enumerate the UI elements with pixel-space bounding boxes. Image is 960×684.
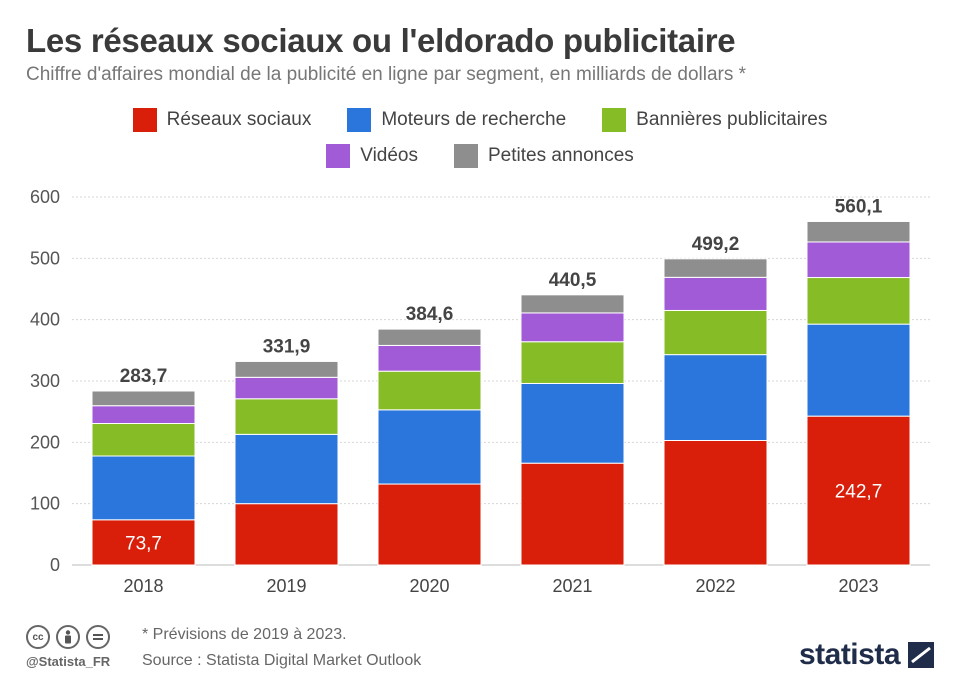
chart-title: Les réseaux sociaux ou l'eldorado public… bbox=[26, 22, 736, 59]
bar-segment bbox=[663, 276, 768, 311]
legend-swatch bbox=[454, 144, 478, 168]
license-icons: cc bbox=[26, 625, 110, 649]
bar-segment bbox=[234, 433, 339, 505]
bar-segment bbox=[663, 439, 768, 566]
x-tick-label: 2019 bbox=[266, 576, 306, 596]
cc-icon: cc bbox=[26, 625, 50, 649]
bar-segment bbox=[91, 423, 196, 457]
legend-swatch bbox=[602, 108, 627, 132]
x-tick-label: 2020 bbox=[409, 576, 449, 596]
legend-swatch bbox=[132, 108, 157, 132]
bar-segment bbox=[91, 519, 196, 566]
statista-logo[interactable]: statista bbox=[799, 638, 934, 672]
nd-icon bbox=[86, 625, 110, 649]
footnote: * Prévisions de 2019 à 2023. bbox=[142, 626, 347, 643]
y-tick-label: 200 bbox=[30, 432, 60, 452]
bar-segment bbox=[663, 309, 768, 356]
legend: Réseaux sociaux Moteurs de recherche Ban… bbox=[0, 108, 960, 180]
bar-segment bbox=[377, 409, 482, 485]
x-tick-label: 2022 bbox=[695, 576, 735, 596]
legend-row-1: Réseaux sociaux Moteurs de recherche Ban… bbox=[0, 108, 960, 132]
legend-label: Vidéos bbox=[360, 145, 418, 166]
legend-label: Bannières publicitaires bbox=[636, 109, 828, 130]
stacked-bar-chart: 0 100 200 300 400 500 600 283,7 2018 331,9 2019 384… bbox=[30, 187, 930, 596]
y-tick-label: 500 bbox=[30, 248, 60, 268]
bar-segment bbox=[520, 341, 625, 384]
bar-total-label: 440,5 bbox=[549, 270, 597, 291]
y-tick-label: 300 bbox=[30, 371, 60, 391]
bar-segment bbox=[663, 258, 768, 278]
bar-segment bbox=[91, 455, 196, 521]
bar-segment bbox=[377, 328, 482, 346]
legend-item-petites-annonces: Petites annonces bbox=[454, 144, 634, 168]
bar-segment bbox=[234, 360, 339, 378]
y-tick-label: 400 bbox=[30, 310, 60, 330]
bar-segment bbox=[806, 277, 911, 325]
bar-segment bbox=[234, 398, 339, 435]
bar-segment bbox=[377, 370, 482, 411]
x-tick-label: 2018 bbox=[123, 576, 163, 596]
bar-segment bbox=[806, 220, 911, 243]
bar-segment bbox=[520, 462, 625, 566]
bar-segment bbox=[91, 390, 196, 407]
bar-segment bbox=[806, 323, 911, 417]
bar-segment bbox=[520, 294, 625, 314]
y-tick-label: 600 bbox=[30, 187, 60, 207]
legend-item-moteurs-de-recherche: Moteurs de recherche bbox=[347, 108, 566, 132]
brand-wordmark: statista bbox=[798, 638, 901, 671]
legend-label: Moteurs de recherche bbox=[381, 109, 567, 130]
bar-inside-label: 242,7 bbox=[835, 482, 883, 503]
bar-segment bbox=[234, 503, 339, 566]
bar-segment bbox=[520, 312, 625, 343]
bar-segment bbox=[663, 354, 768, 441]
legend-item-reseaux-sociaux: Réseaux sociaux bbox=[132, 108, 312, 132]
legend-row-2: Vidéos Petites annonces bbox=[0, 144, 960, 168]
bar-segment bbox=[377, 344, 482, 372]
legend-swatch bbox=[347, 108, 372, 132]
bar-segment bbox=[91, 405, 196, 425]
bar-segment bbox=[520, 382, 625, 464]
x-tick-label: 2023 bbox=[838, 576, 878, 596]
bar-segment bbox=[234, 376, 339, 400]
bar-segment bbox=[377, 483, 482, 566]
chart-subtitle: Chiffre d'affaires mondial de la publici… bbox=[26, 64, 747, 85]
y-tick-label: 100 bbox=[30, 494, 60, 514]
y-tick-label: 0 bbox=[50, 555, 60, 575]
x-tick-label: 2021 bbox=[552, 576, 592, 596]
social-handle[interactable]: @Statista_FR bbox=[26, 654, 111, 669]
legend-item-bannieres-publicitaires: Bannières publicitaires bbox=[602, 108, 827, 132]
legend-label: Petites annonces bbox=[488, 145, 634, 166]
bar-total-label: 283,7 bbox=[120, 366, 168, 387]
legend-label: Réseaux sociaux bbox=[166, 109, 312, 130]
by-icon bbox=[56, 625, 80, 649]
bar-total-label: 331,9 bbox=[263, 336, 311, 357]
bar-total-label: 384,6 bbox=[406, 304, 454, 325]
source-note: Source : Statista Digital Market Outlook bbox=[142, 652, 422, 669]
bar-total-label: 560,1 bbox=[835, 196, 883, 217]
legend-item-videos: Vidéos bbox=[326, 144, 418, 168]
bar-inside-label: 73,7 bbox=[125, 533, 162, 554]
bar-segment bbox=[806, 241, 911, 279]
bar-total-label: 499,2 bbox=[692, 234, 740, 255]
legend-swatch bbox=[326, 144, 351, 168]
statista-logo-icon bbox=[908, 642, 934, 668]
